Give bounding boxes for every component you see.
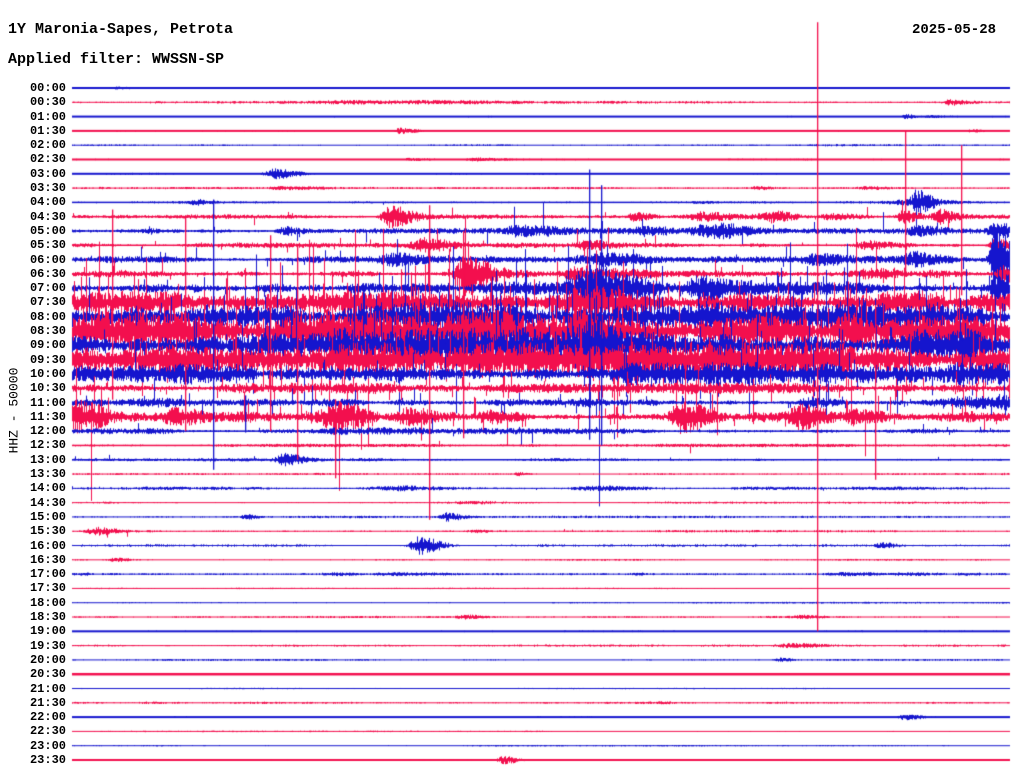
time-label: 03:30 bbox=[29, 181, 66, 196]
time-label: 04:30 bbox=[29, 209, 66, 224]
time-label: 00:00 bbox=[29, 81, 66, 95]
time-label: 10:00 bbox=[29, 366, 66, 381]
time-label: 18:00 bbox=[29, 595, 66, 610]
date-label: 2025-05-28 bbox=[911, 22, 996, 38]
time-label: 06:00 bbox=[29, 252, 66, 267]
time-label: 12:00 bbox=[29, 424, 66, 439]
time-label: 23:00 bbox=[29, 738, 66, 753]
time-label: 21:30 bbox=[29, 695, 66, 710]
time-label: 05:00 bbox=[29, 223, 66, 238]
time-label: 07:30 bbox=[29, 295, 66, 310]
time-label: 22:30 bbox=[29, 724, 66, 739]
time-label: 02:00 bbox=[29, 138, 66, 153]
time-label: 15:00 bbox=[29, 509, 66, 524]
time-label: 23:30 bbox=[29, 753, 66, 767]
time-label: 05:30 bbox=[29, 238, 66, 253]
filter-label: Applied filter: WWSSN-SP bbox=[8, 51, 225, 68]
time-label: 15:30 bbox=[29, 524, 66, 539]
time-label: 01:30 bbox=[29, 123, 66, 138]
time-label: 19:00 bbox=[29, 624, 66, 639]
time-label: 16:00 bbox=[29, 538, 66, 553]
time-label: 08:30 bbox=[29, 324, 66, 339]
time-label: 11:00 bbox=[29, 395, 66, 410]
time-label: 20:30 bbox=[29, 667, 66, 682]
time-label: 01:00 bbox=[29, 109, 66, 124]
time-label: 22:00 bbox=[29, 710, 66, 725]
time-label: 09:00 bbox=[29, 338, 66, 353]
time-label: 20:00 bbox=[29, 652, 66, 667]
time-label: 17:30 bbox=[29, 581, 66, 596]
time-label: 04:00 bbox=[29, 195, 66, 210]
time-label: 02:30 bbox=[29, 152, 66, 167]
time-label: 13:30 bbox=[29, 467, 66, 482]
time-label: 14:00 bbox=[29, 481, 66, 496]
station-title: 1Y Maronia-Sapes, Petrota bbox=[8, 21, 234, 38]
time-label: 10:30 bbox=[29, 381, 66, 396]
time-label: 08:00 bbox=[29, 309, 66, 324]
time-label: 00:30 bbox=[29, 95, 66, 110]
time-label: 11:30 bbox=[29, 409, 66, 424]
time-label: 12:30 bbox=[29, 438, 66, 453]
time-label: 06:30 bbox=[29, 266, 66, 281]
time-label: 03:00 bbox=[29, 166, 66, 181]
time-label: 07:00 bbox=[29, 281, 66, 296]
time-label: 19:30 bbox=[29, 638, 66, 653]
time-label: 17:00 bbox=[29, 567, 66, 582]
time-label: 09:30 bbox=[29, 352, 66, 367]
time-label: 21:00 bbox=[29, 681, 66, 696]
time-label: 18:30 bbox=[29, 610, 66, 625]
time-label: 13:00 bbox=[29, 452, 66, 467]
time-label: 16:30 bbox=[29, 552, 66, 567]
time-label: 14:30 bbox=[29, 495, 66, 510]
